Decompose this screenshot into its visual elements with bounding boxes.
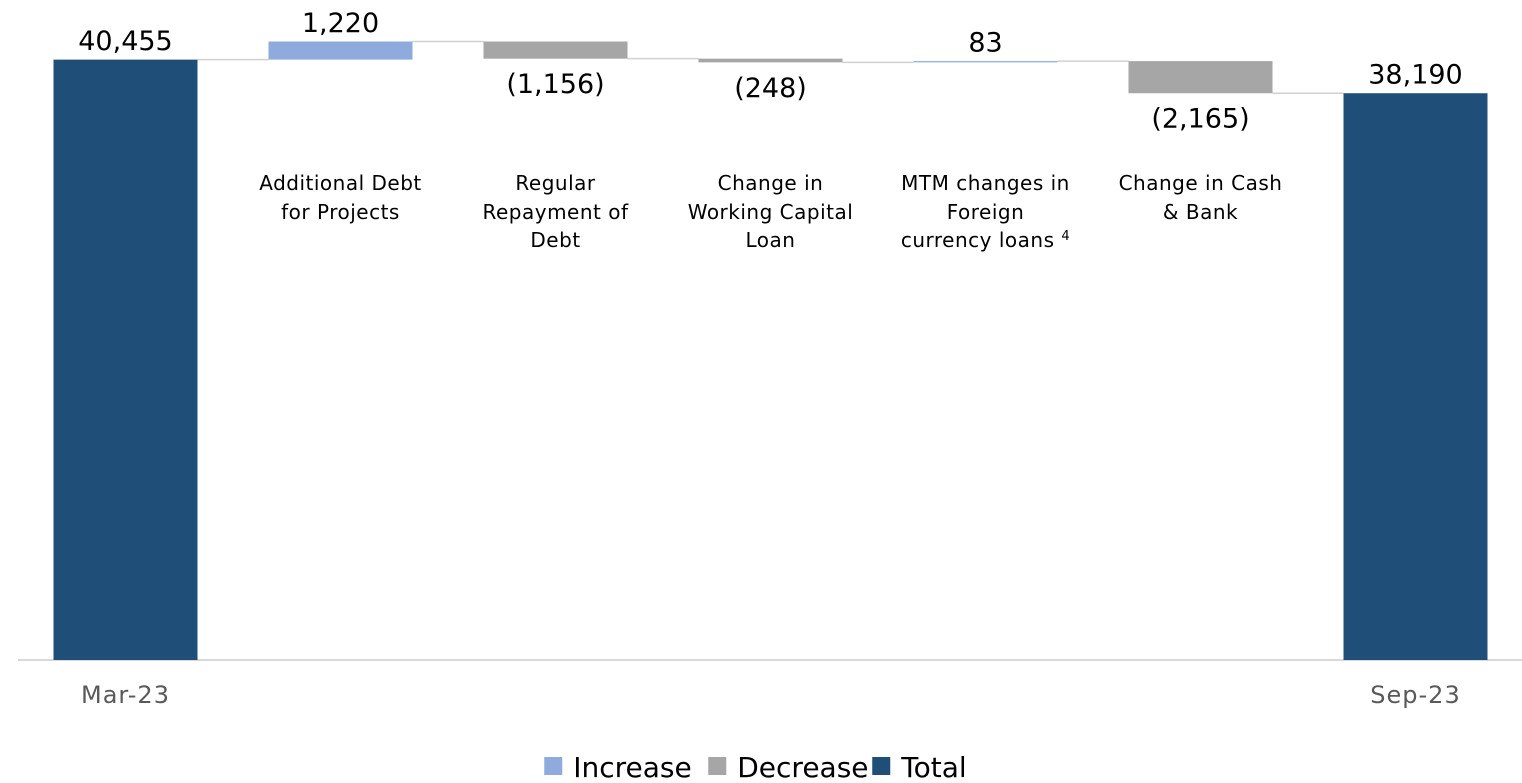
category-label-box: Additional Debt for Projects [256,169,426,226]
category-text: MTM changes in Foreign currency loans [900,171,1070,252]
legend-swatch [708,757,727,775]
category-label-box: MTM changes in Foreign currency loans 4 [901,169,1071,255]
legend-swatch [544,757,563,775]
category-label-box: Change in Working Capital Loan [686,169,856,255]
value-label: 1,220 [302,8,379,39]
category-label: MTM changes in Foreign currency loans 4 [901,169,1071,255]
value-label: 83 [968,28,1002,59]
category-text: Regular Repayment of Debt [482,171,629,252]
category-label: Regular Repayment of Debt [471,169,641,255]
category-label: Change in Working Capital Loan [686,169,856,255]
category-label-box: Regular Repayment of Debt [471,169,641,255]
value-label: (248) [734,73,807,104]
category-text: Change in Working Capital Loan [687,171,854,252]
category-label: Additional Debt for Projects [256,169,426,226]
bar [913,61,1058,63]
footnote-marker: 4 [1061,229,1071,244]
bar [1128,61,1273,94]
value-label: 40,455 [78,26,172,57]
bar [483,41,628,59]
bar [53,59,198,660]
legend-label: Decrease [737,751,868,783]
bar [1343,93,1488,660]
value-label: (1,156) [506,69,604,100]
category-label: Change in Cash & Bank [1116,169,1286,226]
legend-label: Increase [573,751,692,783]
legend-label: Total [900,751,966,783]
category-text: Change in Cash & Bank [1118,171,1283,224]
value-label: 38,190 [1368,60,1462,91]
bar [268,41,413,60]
category-label-box: Change in Cash & Bank [1116,169,1286,226]
bar [698,58,843,63]
value-label: (2,165) [1151,104,1249,135]
category-text: Additional Debt for Projects [259,171,422,224]
legend-swatch [872,757,891,775]
x-tick-label: Sep-23 [1370,681,1460,709]
x-tick-label: Mar-23 [81,681,170,709]
